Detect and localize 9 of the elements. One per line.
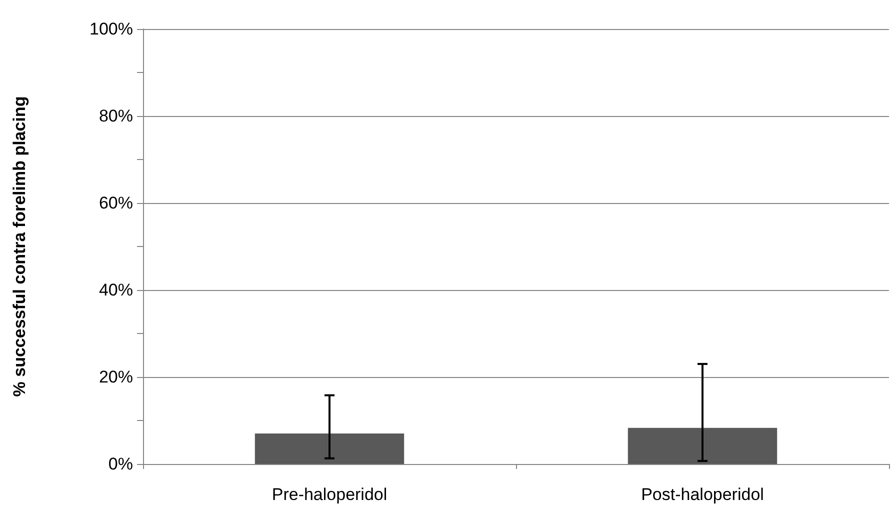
y-tick-label: 80%: [98, 106, 133, 126]
y-axis-title: % successful contra forelimb placing: [10, 96, 29, 397]
y-tick-label: 100%: [90, 20, 133, 38]
x-tick-label: Pre-haloperidol: [272, 485, 388, 504]
y-tick-label: 0%: [108, 454, 133, 474]
y-tick-label: 20%: [98, 368, 133, 386]
y-tick-label: 40%: [98, 280, 133, 300]
x-tick-label: Post-haloperidol: [641, 485, 764, 504]
y-tick-label: 60%: [98, 194, 133, 212]
